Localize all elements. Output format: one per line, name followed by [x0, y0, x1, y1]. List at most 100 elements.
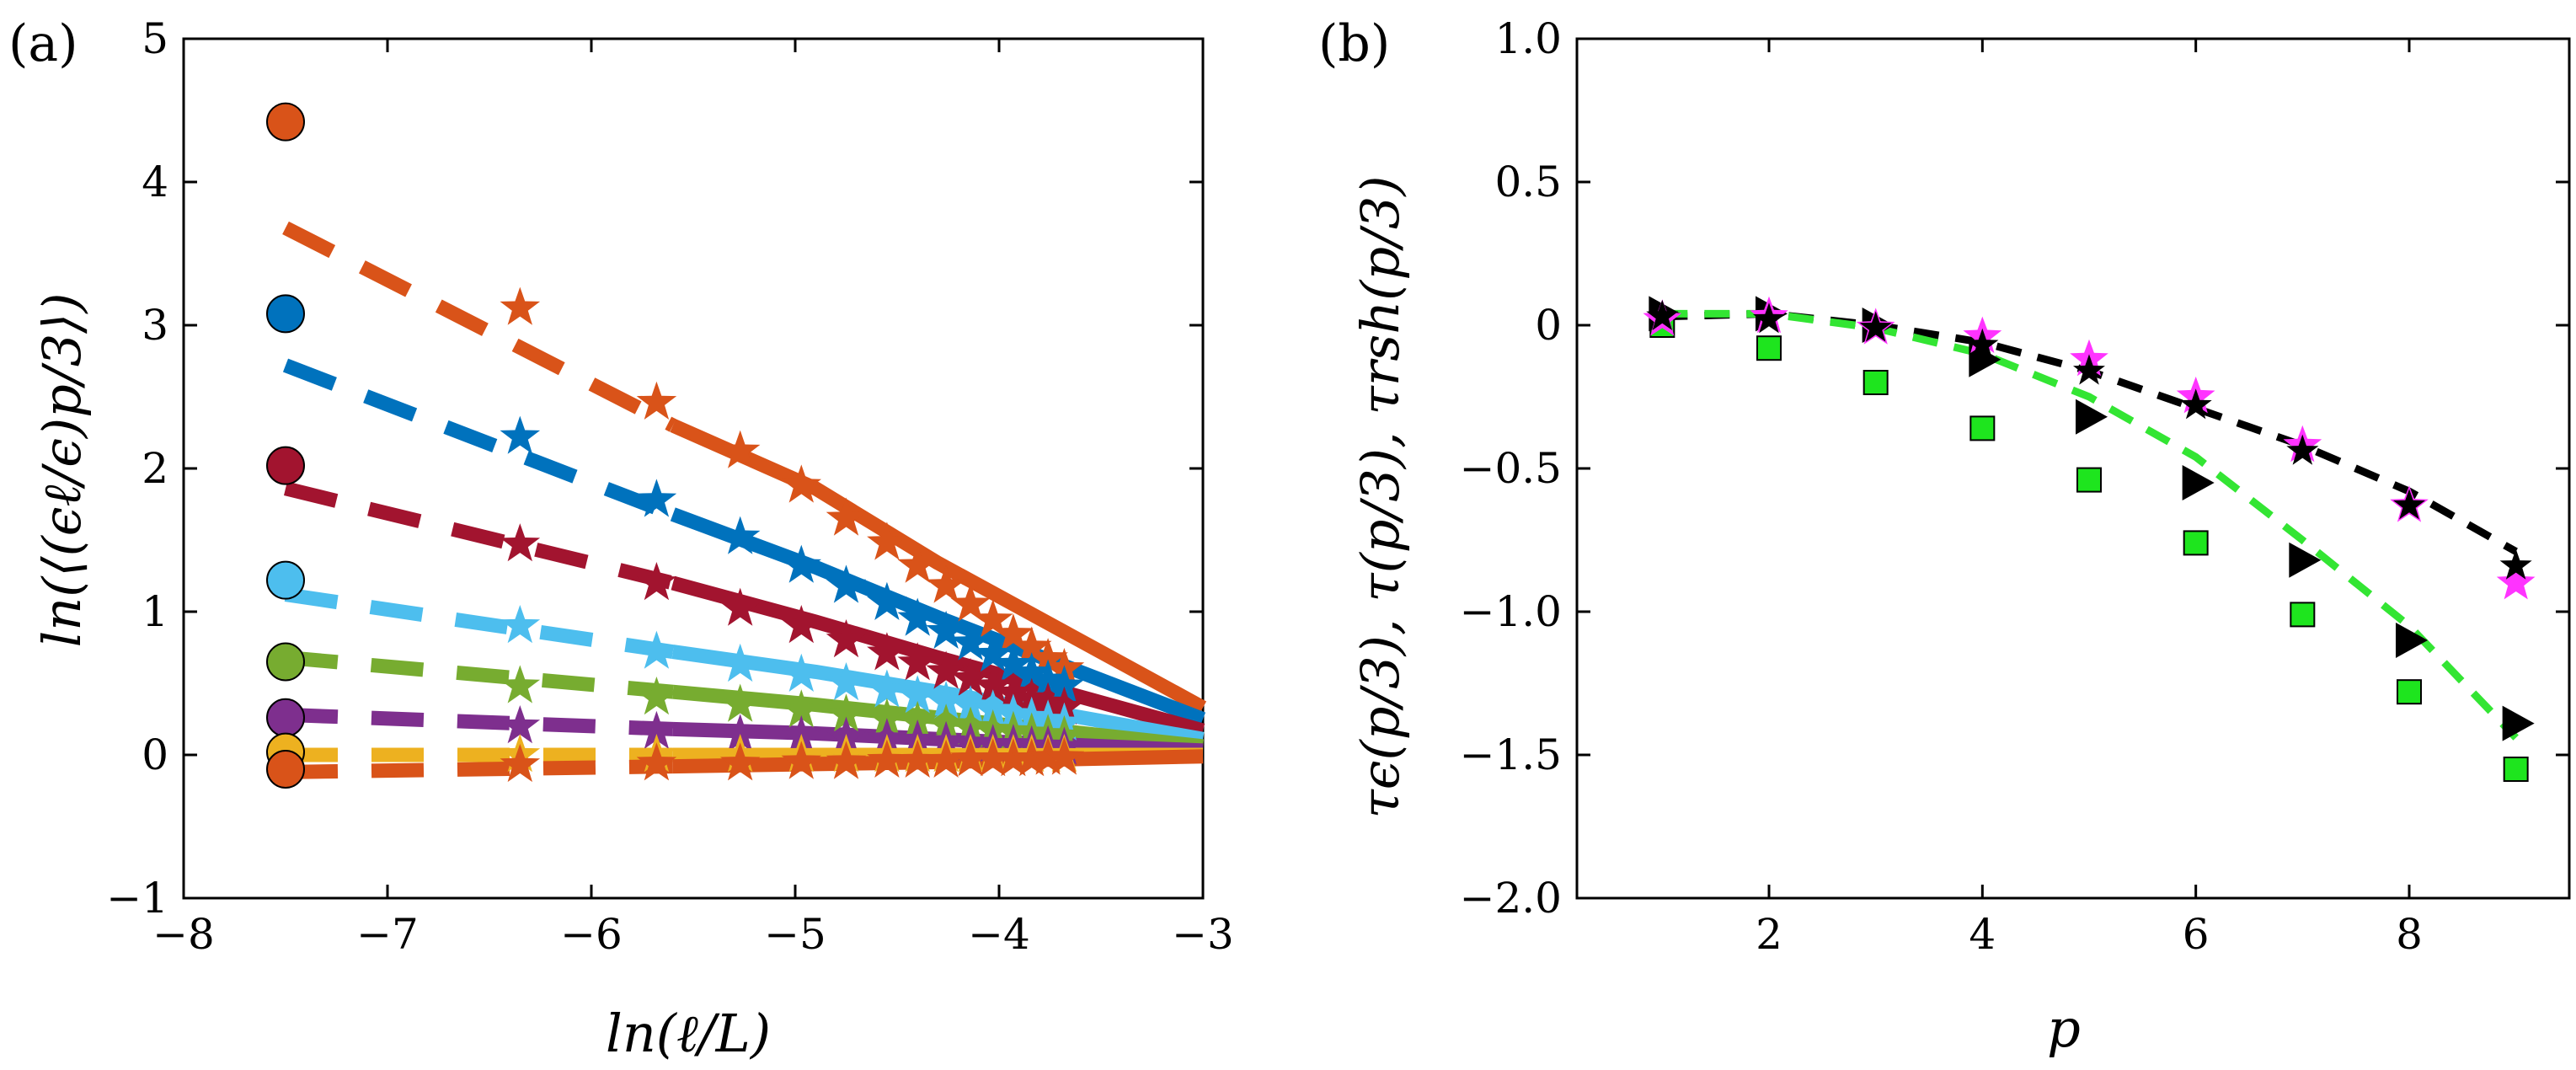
series-0-square-marker — [2183, 530, 2209, 556]
series-5-star-marker — [636, 710, 677, 749]
series-2-star-marker — [993, 671, 1034, 711]
panel-b-xlabel: p — [2047, 998, 2081, 1059]
panel-a-xlabel: ln(ℓ/L) — [606, 1003, 771, 1064]
series-5-dashed-line — [285, 707, 674, 736]
series-7-star-marker — [500, 743, 541, 783]
series-4-star-marker — [719, 683, 761, 722]
series-3-star-marker — [781, 653, 821, 692]
series-5-star-marker — [500, 705, 541, 744]
series-0-star-marker — [897, 544, 938, 583]
series-0-star-marker — [1028, 638, 1068, 677]
series-0-square-marker — [2290, 602, 2316, 628]
panel-a-ytick-label: 5 — [142, 14, 168, 63]
panel-b-xtick-label: 4 — [1969, 910, 1996, 959]
series-1-star-marker — [867, 581, 907, 620]
series-3-star-marker — [1753, 302, 1785, 334]
panel-b-ytick-label: 1.0 — [1494, 14, 1562, 63]
series-1-triangle-marker — [2182, 465, 2215, 500]
series-2-star-marker — [950, 657, 991, 697]
panel-a-xtick-label: −5 — [764, 910, 826, 959]
series-1-star-marker — [636, 479, 677, 517]
series-0-dashed-line — [282, 221, 676, 432]
series-2-star-marker — [867, 632, 907, 671]
series-2-star-marker — [2496, 563, 2536, 600]
panel-b-ytick-label: −1.5 — [1460, 730, 1562, 779]
series-7-star-marker — [826, 741, 867, 779]
series-5-star-marker — [719, 714, 761, 752]
series-3-star-marker — [973, 689, 1013, 728]
series-2-star-marker — [636, 562, 677, 601]
panel-a-ytick-label: 0 — [142, 730, 168, 779]
series-1-star-marker — [500, 415, 541, 454]
series-3-star-marker — [636, 630, 677, 669]
panel-a-plot: −8 −7 −6 −5 −4 −3 −1 0 1 2 3 4 5 — [106, 14, 1234, 959]
panel-b-ylabel: τϵ(p/3), τ(p/3), τrsh(p/3) — [1349, 175, 1411, 818]
panel-b-xtick-label: 8 — [2396, 910, 2423, 959]
series-7-star-marker — [636, 742, 677, 781]
series-7-star-marker — [897, 739, 938, 778]
series-4-star-marker — [826, 693, 867, 732]
series-3-star-marker — [926, 681, 966, 720]
series-0-star-marker — [973, 599, 1013, 638]
panel-a-xtick-label: −7 — [356, 910, 419, 959]
series-0-square-marker — [1969, 415, 1996, 441]
series-4-dashed-line — [285, 650, 674, 699]
panel-a-xtick-label: −8 — [152, 910, 215, 959]
series-0-star-marker — [950, 583, 991, 622]
series-2-star-marker — [500, 523, 541, 562]
series-3-star-marker — [500, 605, 541, 644]
series-0-star-marker — [826, 497, 867, 536]
series-7-star-marker — [1011, 738, 1052, 777]
series-2-star-marker — [897, 642, 938, 681]
series-2-circle-marker — [266, 446, 305, 485]
series-3-star-marker — [1859, 311, 1892, 342]
series-2-star-marker — [926, 650, 966, 689]
panel-b-ytick-label: 0 — [1535, 301, 1562, 350]
series-7-star-marker — [926, 739, 966, 778]
series-7-star-marker — [1044, 736, 1085, 775]
series-7-star-marker — [719, 742, 761, 781]
series-0-square-marker — [1863, 370, 1889, 395]
panel-b-ytick-label: 0.5 — [1494, 158, 1562, 206]
series-4-star-marker — [781, 689, 821, 728]
series-3-star-marker — [950, 685, 991, 724]
series-1-triangle-marker — [2076, 399, 2108, 435]
series-5-dashed-fit — [1662, 309, 2519, 741]
series-7-star-marker — [950, 738, 991, 777]
panel-a-ytick-label: 1 — [142, 587, 168, 636]
panel-b-label: (b) — [1318, 14, 1390, 73]
series-1-star-marker — [897, 597, 938, 636]
series-1-triangle-marker — [2396, 623, 2428, 658]
series-1-star-marker — [973, 634, 1013, 672]
panel-b-ytick-label: −0.5 — [1460, 444, 1562, 493]
series-0-square-marker — [1756, 335, 1782, 361]
series-3-star-marker — [1646, 299, 1679, 330]
series-7-dashed-line — [285, 759, 673, 779]
panel-a-label: (a) — [8, 14, 78, 73]
panel-b-xtick-label: 6 — [2183, 910, 2210, 959]
series-0-star-marker — [867, 522, 907, 560]
panel-b-frame — [1575, 37, 2571, 900]
series-2-star-marker — [781, 605, 821, 644]
series-4-circle-marker — [266, 642, 305, 682]
series-7-star-marker — [973, 738, 1013, 777]
panel-b-ytick-label: −2.0 — [1460, 874, 1562, 923]
panel-a-ylabel: ln(⟨(ϵℓ/ϵ)p/3⟩) — [31, 292, 93, 647]
series-0-square-marker — [2076, 467, 2102, 493]
series-0-circle-marker — [266, 102, 305, 142]
panel-a-ytick-label: 3 — [142, 301, 168, 350]
panel-a-xtick-label: −6 — [560, 910, 623, 959]
series-7-star-marker — [993, 738, 1034, 777]
series-3-star-marker — [897, 675, 938, 714]
series-1-dashed-line — [282, 358, 676, 522]
series-1-star-marker — [1044, 665, 1085, 704]
series-7-star-marker — [781, 741, 821, 779]
series-2-dashed-line — [283, 481, 675, 591]
series-0-star-marker — [926, 564, 966, 603]
series-3-star-marker — [2073, 354, 2105, 385]
series-7-star-marker — [1028, 736, 1068, 775]
series-0-star-marker — [636, 381, 677, 420]
series-4-star-marker — [867, 698, 907, 736]
panel-a-ytick-label: −1 — [106, 874, 168, 923]
